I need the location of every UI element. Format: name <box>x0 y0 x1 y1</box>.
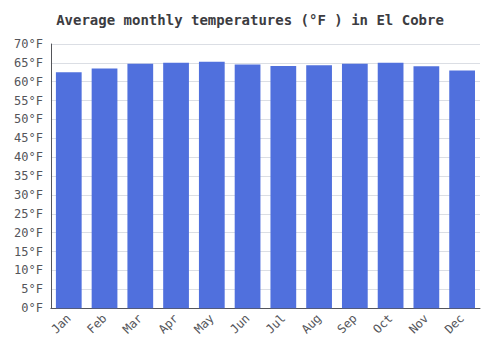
svg-text:Feb: Feb <box>84 311 109 336</box>
svg-text:Oct: Oct <box>370 311 395 336</box>
svg-text:10°F: 10°F <box>14 263 43 277</box>
svg-text:0°F: 0°F <box>21 301 43 315</box>
svg-text:Apr: Apr <box>156 311 181 336</box>
svg-text:50°F: 50°F <box>14 112 43 126</box>
svg-text:Sep: Sep <box>335 311 360 336</box>
svg-text:Dec: Dec <box>442 311 467 336</box>
svg-text:5°F: 5°F <box>21 282 43 296</box>
svg-text:Jan: Jan <box>49 311 74 336</box>
svg-text:15°F: 15°F <box>14 245 43 259</box>
svg-text:40°F: 40°F <box>14 150 43 164</box>
svg-text:70°F: 70°F <box>14 37 43 51</box>
svg-text:30°F: 30°F <box>14 188 43 202</box>
svg-text:20°F: 20°F <box>14 226 43 240</box>
svg-text:Jul: Jul <box>263 311 288 336</box>
svg-text:65°F: 65°F <box>14 56 43 70</box>
svg-text:35°F: 35°F <box>14 169 43 183</box>
svg-text:May: May <box>192 311 217 336</box>
svg-text:45°F: 45°F <box>14 131 43 145</box>
svg-text:55°F: 55°F <box>14 94 43 108</box>
svg-text:Average monthly temperatures (: Average monthly temperatures (°F ) in El… <box>56 12 444 28</box>
svg-text:Aug: Aug <box>299 311 324 336</box>
svg-text:25°F: 25°F <box>14 207 43 221</box>
svg-text:Nov: Nov <box>406 311 431 336</box>
svg-text:60°F: 60°F <box>14 75 43 89</box>
svg-text:Jun: Jun <box>227 311 252 336</box>
svg-text:Mar: Mar <box>120 311 145 336</box>
